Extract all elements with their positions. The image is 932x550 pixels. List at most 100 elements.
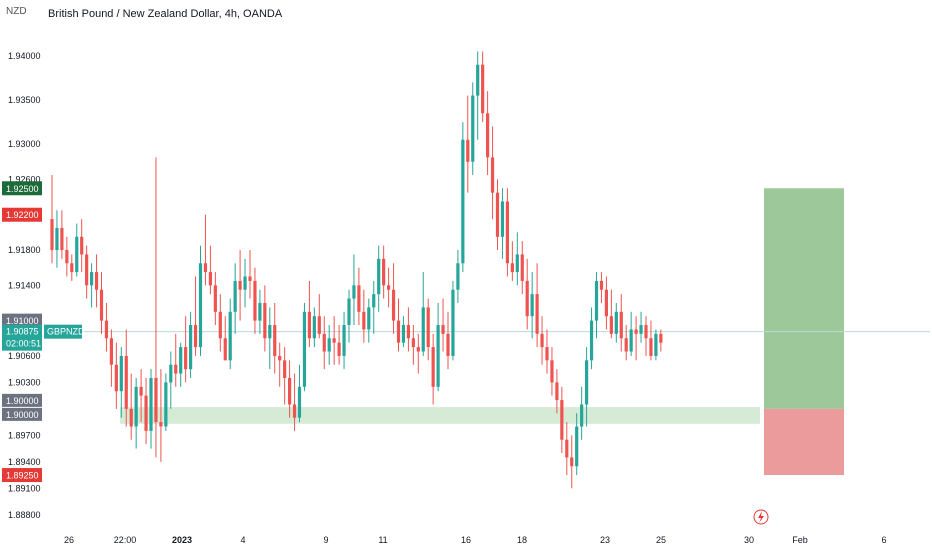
candle-body [367, 307, 371, 330]
candle-body [456, 263, 460, 290]
candle-body [599, 280, 604, 290]
candle-body [406, 325, 410, 339]
candle-body [337, 342, 341, 356]
candle-body [75, 236, 79, 273]
candle-body [99, 289, 104, 321]
candle-body [525, 280, 529, 317]
candle-body [90, 272, 94, 286]
y-tick-label: 1.89700 [8, 430, 41, 440]
target-price-label: 1.92500 [6, 184, 39, 194]
candle-body [629, 329, 633, 352]
candle-body [347, 298, 351, 326]
candle-body [604, 289, 608, 317]
candle-body [198, 263, 203, 348]
candle-body [243, 276, 247, 290]
candle-body [169, 364, 173, 383]
candle-body [411, 338, 415, 348]
candle-body [302, 311, 307, 387]
candle-body [476, 64, 480, 96]
x-tick-label: 9 [323, 535, 328, 545]
candle-body [490, 157, 495, 193]
candle-body [273, 325, 277, 356]
candle-body [253, 280, 257, 321]
price-label-2-bg [2, 313, 42, 328]
candle-body [461, 139, 465, 264]
entry-label-2: 1.90000 [6, 410, 39, 420]
candle-body [119, 355, 123, 392]
y-tick-label: 1.89400 [8, 457, 41, 467]
candle-body [421, 307, 425, 352]
y-tick-label: 1.88800 [8, 510, 41, 520]
candle-body [431, 347, 435, 387]
candle-body [649, 338, 653, 356]
candle-body [283, 360, 287, 378]
candle-body [134, 386, 138, 427]
x-tick-label: 18 [517, 535, 527, 545]
candle-body [65, 250, 69, 264]
candle-body [139, 386, 143, 396]
currency-label: NZD [6, 6, 27, 17]
candle-body [233, 280, 237, 312]
symbol-label: GBPNZD [47, 327, 85, 337]
candle-body [644, 325, 648, 339]
entry-label-1-bg [2, 393, 42, 407]
candle-body [624, 338, 628, 352]
candle-body [382, 258, 386, 286]
y-tick-label: 1.90600 [8, 351, 41, 361]
candle-body [85, 254, 89, 286]
candle-body [639, 325, 643, 334]
support-zone [120, 407, 760, 424]
candle-body [50, 219, 54, 251]
candle-body [80, 236, 84, 255]
candle-body [441, 325, 445, 334]
candle-body [396, 320, 401, 343]
candle-body [312, 316, 316, 339]
candle-body [114, 364, 118, 392]
candle-body [307, 311, 311, 339]
candle-body [109, 338, 113, 365]
candle-body [268, 325, 272, 339]
candle-body [179, 347, 183, 374]
x-tick-label: 11 [378, 535, 387, 545]
chart-title: British Pound / New Zealand Dollar, 4h, … [48, 8, 283, 20]
candle-body [634, 329, 638, 334]
candle-body [565, 439, 569, 458]
candle-body [248, 276, 252, 281]
candle-body [486, 113, 490, 158]
candle-body [159, 422, 163, 427]
candle-body [228, 311, 232, 361]
entry-label-1: 1.90000 [6, 396, 39, 406]
candle-body [570, 457, 574, 467]
stop-price-label: 1.89250 [6, 471, 39, 481]
candle-body [614, 311, 618, 334]
candle-body [60, 227, 64, 251]
candle-body [520, 254, 524, 281]
candle-body [481, 64, 485, 114]
candle-body [342, 325, 346, 356]
candle-body [218, 311, 222, 339]
candle-body [466, 139, 470, 162]
candle-body [654, 333, 658, 356]
candle-body [332, 338, 336, 343]
candle-body [258, 302, 262, 321]
candle-body [297, 386, 302, 418]
symbol-badge [44, 324, 82, 339]
candle-body [223, 338, 227, 361]
candle-body [288, 377, 292, 405]
candle-body [585, 360, 589, 405]
x-tick-label: 4 [240, 535, 245, 545]
candle-body [352, 285, 356, 299]
current-price-label: 1.90875 [6, 327, 39, 337]
x-tick-label: 22:00 [114, 535, 137, 545]
y-tick-label: 1.89100 [8, 483, 41, 493]
candle-body [589, 320, 594, 361]
candle-body [174, 364, 178, 374]
y-tick-label: 1.94000 [8, 51, 41, 61]
candle-body [70, 263, 74, 273]
profit-zone [764, 188, 844, 409]
candle-body [495, 192, 500, 237]
candle-body [213, 285, 217, 312]
candle-body [426, 307, 430, 348]
candle-body [540, 333, 544, 348]
